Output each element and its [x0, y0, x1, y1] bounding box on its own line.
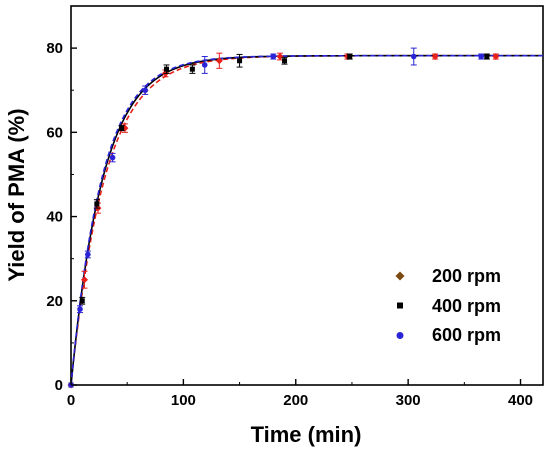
- legend-item-200rpm: 200 rpm: [395, 266, 501, 286]
- x-axis-ticks: 0 100 200 300 400: [67, 379, 533, 409]
- x-axis-title: Time (min): [251, 422, 362, 447]
- marker-diamond: [431, 53, 439, 61]
- data-point: [109, 152, 116, 163]
- data-point: [483, 53, 490, 60]
- marker-circle: [270, 53, 277, 60]
- marker-square: [237, 58, 243, 64]
- marker-square: [347, 54, 353, 60]
- data-point: [84, 250, 91, 259]
- data-point: [76, 305, 83, 314]
- marker-circle: [109, 154, 116, 161]
- marker-circle: [410, 53, 417, 60]
- data-point: [281, 56, 288, 65]
- marker-circle: [478, 53, 484, 60]
- legend-marker-circle: [396, 332, 404, 339]
- y-axis-ticks: 0 20 40 60 80: [46, 40, 77, 394]
- x-tick-label: 200: [283, 392, 308, 409]
- marker-square: [79, 298, 85, 304]
- data-points: [67, 47, 500, 389]
- data-point: [163, 64, 170, 74]
- marker-square: [119, 125, 125, 131]
- legend-marker-diamond: [395, 271, 405, 281]
- data-point: [431, 53, 439, 61]
- marker-square: [164, 66, 170, 72]
- fit-lines: [70, 54, 543, 386]
- data-point: [142, 85, 149, 95]
- marker-circle: [201, 62, 208, 68]
- data-point: [201, 56, 208, 74]
- data-point: [93, 199, 100, 209]
- data-point: [410, 47, 417, 66]
- y-tick-label: 80: [46, 40, 63, 57]
- x-tick-label: 0: [67, 392, 75, 409]
- marker-circle: [142, 87, 148, 94]
- data-point: [80, 270, 88, 289]
- fit-line-2: [70, 54, 543, 386]
- x-tick-label: 100: [171, 392, 196, 409]
- marker-circle: [85, 251, 91, 258]
- marker-square: [94, 201, 100, 207]
- marker-circle: [77, 306, 83, 313]
- y-tick-label: 20: [46, 293, 63, 310]
- data-point: [189, 64, 196, 74]
- legend-marker-square: [397, 302, 403, 309]
- data-point: [276, 52, 284, 61]
- data-point: [236, 53, 243, 68]
- plot-frame: [70, 5, 544, 386]
- data-point: [492, 53, 500, 61]
- legend-label: 600 rpm: [432, 325, 501, 345]
- x-tick-label: 400: [508, 392, 533, 409]
- y-tick-label: 60: [46, 124, 63, 141]
- legend-label: 200 rpm: [432, 266, 501, 286]
- marker-diamond: [80, 276, 88, 284]
- y-tick-label: 40: [46, 209, 63, 226]
- legend-item-400rpm: 400 rpm: [397, 296, 501, 316]
- marker-diamond: [215, 57, 223, 65]
- data-point: [79, 296, 86, 305]
- data-point: [346, 53, 353, 60]
- marker-diamond: [492, 53, 500, 61]
- data-point: [478, 53, 485, 60]
- marker-diamond: [276, 53, 284, 61]
- marker-square: [282, 58, 288, 64]
- legend-label: 400 rpm: [432, 296, 501, 316]
- data-point: [215, 52, 223, 69]
- marker-square: [484, 54, 490, 60]
- y-axis-title: Yield of PMA (%): [4, 108, 29, 281]
- legend-item-600rpm: 600 rpm: [396, 325, 501, 345]
- legend: 200 rpm 400 rpm 600 rpm: [395, 266, 501, 345]
- y-tick-label: 0: [55, 377, 63, 394]
- marker-square: [189, 66, 195, 72]
- data-point: [118, 125, 125, 132]
- data-point: [270, 53, 277, 60]
- x-tick-label: 300: [396, 392, 421, 409]
